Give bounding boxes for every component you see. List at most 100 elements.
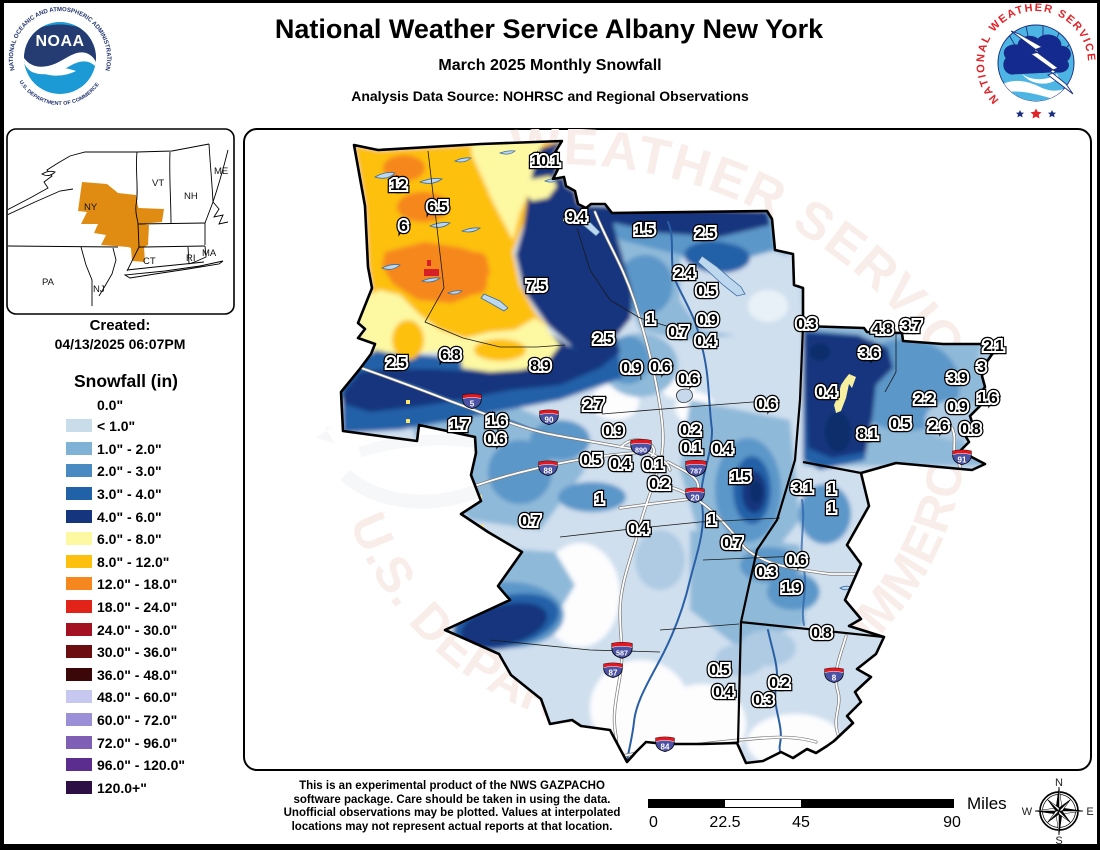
svg-text:0.4: 0.4 (628, 521, 649, 538)
svg-text:2.4: 2.4 (674, 265, 695, 282)
svg-text:0.7: 0.7 (668, 324, 689, 341)
svg-text:0.9: 0.9 (947, 399, 968, 416)
svg-text:March 2025 Monthly Snowfall: March 2025 Monthly Snowfall (438, 57, 661, 74)
svg-text:0.9: 0.9 (697, 312, 718, 329)
svg-text:2.6: 2.6 (928, 418, 949, 435)
svg-text:3.0" - 4.0": 3.0" - 4.0" (97, 486, 162, 502)
svg-text:0.4: 0.4 (628, 521, 649, 538)
svg-text:Analysis Data Source: NOHRSC a: Analysis Data Source: NOHRSC and Regiona… (351, 88, 749, 104)
svg-text:0.4: 0.4 (713, 684, 734, 701)
svg-text:6.8: 6.8 (440, 347, 461, 364)
svg-text:2.4: 2.4 (674, 265, 695, 282)
svg-text:1.9: 1.9 (781, 580, 802, 597)
svg-text:RI: RI (186, 253, 196, 264)
svg-text:787: 787 (690, 467, 702, 476)
svg-text:6.8: 6.8 (440, 347, 461, 364)
svg-text:0.7: 0.7 (722, 535, 743, 552)
svg-text:software package. Care should: software package. Care should be taken i… (294, 794, 611, 806)
svg-text:0.5: 0.5 (696, 283, 717, 300)
svg-text:0.2: 0.2 (680, 422, 701, 439)
svg-text:0.7: 0.7 (520, 513, 541, 530)
svg-text:1.5: 1.5 (730, 469, 751, 486)
svg-text:NY: NY (84, 202, 98, 213)
svg-text:0.4: 0.4 (610, 456, 631, 473)
svg-text:1.7: 1.7 (449, 417, 470, 434)
svg-text:0.3: 0.3 (756, 564, 777, 581)
svg-text:0.9: 0.9 (947, 399, 968, 416)
svg-text:45: 45 (792, 814, 810, 831)
svg-text:0.1: 0.1 (681, 440, 702, 457)
svg-text:0.6: 0.6 (678, 371, 699, 388)
svg-text:0.5: 0.5 (890, 416, 911, 433)
svg-text:5: 5 (470, 400, 475, 409)
svg-text:1: 1 (707, 512, 716, 529)
svg-text:0.8: 0.8 (960, 421, 981, 438)
svg-text:2.5: 2.5 (593, 331, 614, 348)
svg-text:0.7: 0.7 (722, 535, 743, 552)
svg-text:3.9: 3.9 (947, 370, 968, 387)
svg-text:587: 587 (616, 649, 628, 658)
svg-text:04/13/2025 06:07PM: 04/13/2025 06:07PM (55, 336, 186, 352)
svg-text:12: 12 (390, 177, 407, 194)
svg-text:3.7: 3.7 (901, 318, 922, 335)
svg-text:Created:: Created: (90, 317, 151, 334)
svg-text:4.8: 4.8 (872, 321, 893, 338)
svg-text:1: 1 (827, 500, 836, 517)
svg-text:2.5: 2.5 (593, 331, 614, 348)
svg-text:0.3: 0.3 (796, 316, 817, 333)
svg-text:0.4: 0.4 (816, 384, 837, 401)
svg-text:2.1: 2.1 (983, 338, 1004, 355)
svg-text:7.5: 7.5 (526, 278, 547, 295)
svg-text:PA: PA (42, 277, 55, 288)
svg-text:0.4: 0.4 (713, 684, 734, 701)
svg-text:3: 3 (977, 359, 986, 376)
svg-text:0.5: 0.5 (581, 452, 602, 469)
svg-text:90: 90 (545, 416, 554, 425)
svg-text:VT: VT (152, 178, 164, 189)
svg-text:2.2: 2.2 (914, 391, 935, 408)
svg-text:1.7: 1.7 (449, 417, 470, 434)
svg-text:1: 1 (827, 481, 836, 498)
svg-text:0.3: 0.3 (753, 692, 774, 709)
svg-text:0.2: 0.2 (649, 476, 670, 493)
svg-text:2.7: 2.7 (583, 397, 604, 414)
svg-text:1.6: 1.6 (486, 413, 507, 430)
svg-text:3.7: 3.7 (901, 318, 922, 335)
svg-text:0.8: 0.8 (960, 421, 981, 438)
svg-text:9.4: 9.4 (566, 209, 587, 226)
svg-text:2.1: 2.1 (983, 338, 1004, 355)
svg-text:1.5: 1.5 (730, 469, 751, 486)
svg-text:Snowfall (in): Snowfall (in) (74, 371, 178, 391)
svg-text:1: 1 (646, 311, 655, 328)
svg-text:0.6: 0.6 (678, 371, 699, 388)
svg-text:2.5: 2.5 (695, 225, 716, 242)
svg-text:0.8: 0.8 (811, 625, 832, 642)
svg-text:10.1: 10.1 (531, 153, 560, 170)
svg-text:91: 91 (958, 456, 967, 465)
svg-text:1.5: 1.5 (634, 222, 655, 239)
svg-text:87: 87 (609, 669, 618, 678)
svg-text:0.7: 0.7 (668, 324, 689, 341)
svg-text:0.6: 0.6 (786, 552, 807, 569)
svg-text:0.5: 0.5 (890, 416, 911, 433)
svg-text:2.5: 2.5 (695, 225, 716, 242)
svg-text:0.6: 0.6 (756, 396, 777, 413)
svg-text:24.0" - 30.0": 24.0" - 30.0" (97, 622, 177, 638)
svg-text:10.1: 10.1 (531, 153, 560, 170)
svg-text:72.0" - 96.0": 72.0" - 96.0" (97, 735, 177, 751)
svg-text:3.1: 3.1 (792, 480, 813, 497)
svg-text:3.9: 3.9 (947, 370, 968, 387)
svg-text:0.4: 0.4 (610, 456, 631, 473)
svg-text:locations may not represent ac: locations may not represent actual repor… (292, 821, 613, 833)
svg-text:0.4: 0.4 (695, 333, 716, 350)
svg-text:W: W (1022, 806, 1033, 818)
svg-text:4.0" - 6.0": 4.0" - 6.0" (97, 509, 162, 525)
svg-text:This is an experimental produc: This is an experimental product of the N… (299, 780, 605, 792)
svg-text:1.9: 1.9 (781, 580, 802, 597)
svg-text:1.9: 1.9 (781, 580, 802, 597)
svg-text:3.1: 3.1 (792, 480, 813, 497)
svg-text:0.6: 0.6 (756, 396, 777, 413)
svg-text:6.5: 6.5 (427, 199, 448, 216)
svg-text:0.0": 0.0" (97, 397, 123, 413)
svg-text:20: 20 (691, 494, 700, 503)
